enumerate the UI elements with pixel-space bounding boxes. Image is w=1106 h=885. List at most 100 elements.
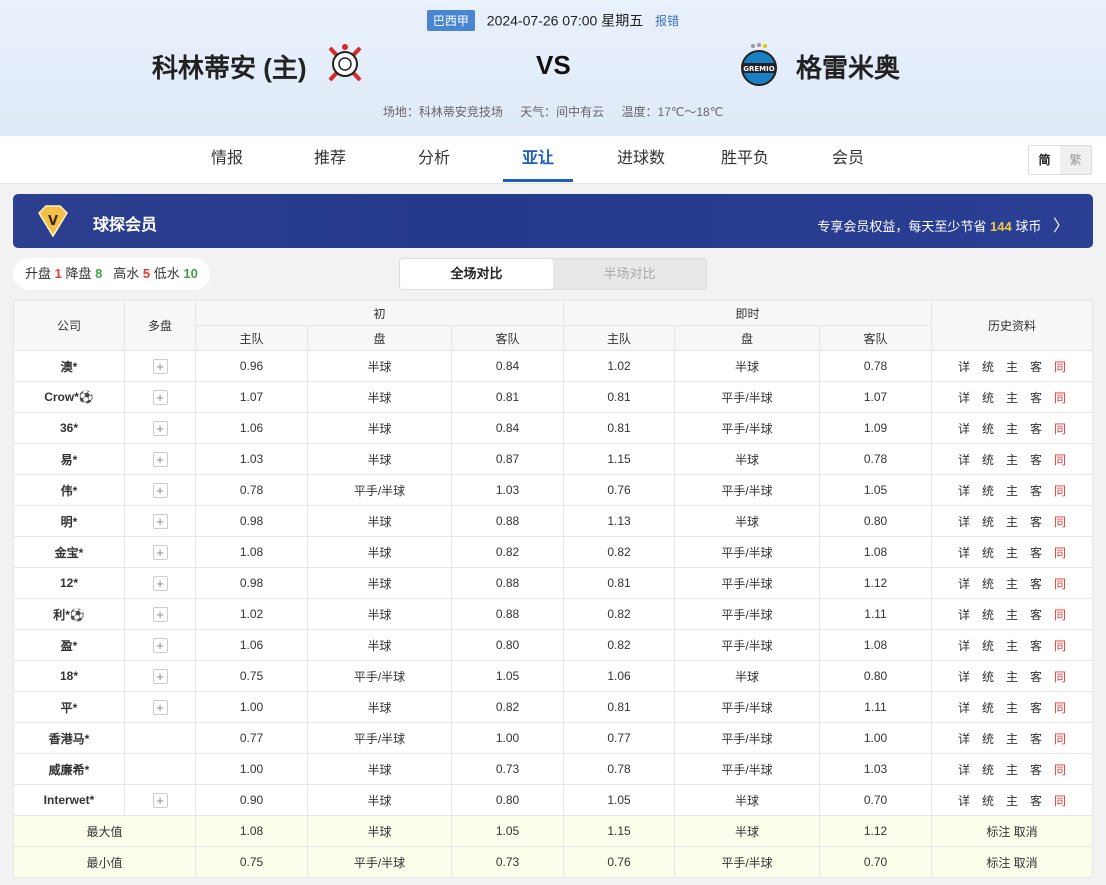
- company-name[interactable]: 18*: [13, 660, 125, 692]
- history-same-link[interactable]: 同: [1054, 731, 1067, 746]
- tab-member[interactable]: 会员: [831, 150, 864, 167]
- history-same-link[interactable]: 同: [1054, 421, 1067, 436]
- tab-asian-handicap[interactable]: 亚让: [503, 136, 573, 182]
- company-name[interactable]: 明*: [13, 505, 125, 537]
- report-error-link[interactable]: 报错: [655, 14, 680, 28]
- history-detail-link[interactable]: 详: [957, 607, 970, 622]
- company-name[interactable]: Crow*⚽: [13, 381, 125, 413]
- full-match-button[interactable]: 全场对比: [400, 259, 553, 289]
- expand-plus-icon[interactable]: +: [152, 451, 168, 467]
- company-name[interactable]: 金宝*: [13, 536, 125, 568]
- history-home-link[interactable]: 主: [1005, 576, 1018, 591]
- history-same-link[interactable]: 同: [1054, 452, 1067, 467]
- history-same-link[interactable]: 同: [1054, 607, 1067, 622]
- expand-plus-icon[interactable]: +: [152, 699, 168, 715]
- expand-plus-icon[interactable]: +: [152, 575, 168, 591]
- simplified-button[interactable]: 简: [1029, 146, 1060, 174]
- history-stats-link[interactable]: 统: [981, 793, 994, 808]
- history-away-link[interactable]: 客: [1030, 607, 1043, 622]
- history-stats-link[interactable]: 统: [981, 700, 994, 715]
- history-detail-link[interactable]: 详: [957, 514, 970, 529]
- history-away-link[interactable]: 客: [1030, 514, 1043, 529]
- company-name[interactable]: 利*⚽: [13, 598, 125, 630]
- history-home-link[interactable]: 主: [1005, 700, 1018, 715]
- expand-plus-icon[interactable]: +: [152, 792, 168, 808]
- history-home-link[interactable]: 主: [1005, 452, 1018, 467]
- history-same-link[interactable]: 同: [1054, 669, 1067, 684]
- history-away-link[interactable]: 客: [1030, 793, 1043, 808]
- cancel-link[interactable]: 取消: [1013, 855, 1038, 870]
- history-detail-link[interactable]: 详: [957, 390, 970, 405]
- tab-goals[interactable]: 进球数: [616, 150, 665, 167]
- home-team-name[interactable]: 科林蒂安 (主): [152, 53, 307, 83]
- history-away-link[interactable]: 客: [1030, 731, 1043, 746]
- history-same-link[interactable]: 同: [1054, 762, 1067, 777]
- history-stats-link[interactable]: 统: [981, 483, 994, 498]
- expand-plus-icon[interactable]: +: [152, 389, 168, 405]
- expand-plus-icon[interactable]: +: [152, 420, 168, 436]
- company-name[interactable]: 盈*: [13, 629, 125, 661]
- history-home-link[interactable]: 主: [1005, 607, 1018, 622]
- expand-plus-icon[interactable]: +: [152, 544, 168, 560]
- history-away-link[interactable]: 客: [1030, 545, 1043, 560]
- expand-plus-icon[interactable]: +: [152, 482, 168, 498]
- history-same-link[interactable]: 同: [1054, 793, 1067, 808]
- mark-link[interactable]: 标注: [986, 855, 1011, 870]
- history-same-link[interactable]: 同: [1054, 483, 1067, 498]
- history-home-link[interactable]: 主: [1005, 638, 1018, 653]
- traditional-button[interactable]: 繁: [1060, 146, 1091, 174]
- history-detail-link[interactable]: 详: [957, 762, 970, 777]
- cancel-link[interactable]: 取消: [1013, 824, 1038, 839]
- history-home-link[interactable]: 主: [1005, 514, 1018, 529]
- tab-recommend[interactable]: 推荐: [313, 150, 346, 167]
- company-name[interactable]: 伟*: [13, 474, 125, 506]
- history-away-link[interactable]: 客: [1030, 700, 1043, 715]
- history-stats-link[interactable]: 统: [981, 421, 994, 436]
- history-home-link[interactable]: 主: [1005, 762, 1018, 777]
- history-stats-link[interactable]: 统: [981, 762, 994, 777]
- history-home-link[interactable]: 主: [1005, 359, 1018, 374]
- history-away-link[interactable]: 客: [1030, 421, 1043, 436]
- league-badge[interactable]: 巴西甲: [426, 10, 475, 31]
- tab-intel[interactable]: 情报: [210, 150, 243, 167]
- vip-banner[interactable]: V 球探会员 专享会员权益，每天至少节省 144 球币 〉: [13, 194, 1093, 248]
- history-same-link[interactable]: 同: [1054, 576, 1067, 591]
- history-same-link[interactable]: 同: [1054, 638, 1067, 653]
- history-detail-link[interactable]: 详: [957, 421, 970, 436]
- history-home-link[interactable]: 主: [1005, 793, 1018, 808]
- history-same-link[interactable]: 同: [1054, 700, 1067, 715]
- history-stats-link[interactable]: 统: [981, 545, 994, 560]
- history-detail-link[interactable]: 详: [957, 359, 970, 374]
- history-detail-link[interactable]: 详: [957, 700, 970, 715]
- history-stats-link[interactable]: 统: [981, 576, 994, 591]
- company-name[interactable]: 36*: [13, 412, 125, 444]
- company-name[interactable]: 平*: [13, 691, 125, 723]
- expand-plus-icon[interactable]: +: [152, 513, 168, 529]
- expand-plus-icon[interactable]: +: [152, 606, 168, 622]
- history-detail-link[interactable]: 详: [957, 545, 970, 560]
- history-home-link[interactable]: 主: [1005, 545, 1018, 560]
- company-name[interactable]: Interwet*: [13, 784, 125, 816]
- history-detail-link[interactable]: 详: [957, 669, 970, 684]
- history-detail-link[interactable]: 详: [957, 731, 970, 746]
- expand-plus-icon[interactable]: +: [152, 637, 168, 653]
- half-match-button[interactable]: 半场对比: [603, 266, 656, 281]
- history-away-link[interactable]: 客: [1030, 762, 1043, 777]
- history-away-link[interactable]: 客: [1030, 576, 1043, 591]
- history-detail-link[interactable]: 详: [957, 638, 970, 653]
- history-stats-link[interactable]: 统: [981, 731, 994, 746]
- history-home-link[interactable]: 主: [1005, 421, 1018, 436]
- history-same-link[interactable]: 同: [1054, 545, 1067, 560]
- history-same-link[interactable]: 同: [1054, 514, 1067, 529]
- company-name[interactable]: 澳*: [13, 350, 125, 382]
- expand-plus-icon[interactable]: +: [152, 358, 168, 374]
- history-home-link[interactable]: 主: [1005, 731, 1018, 746]
- history-stats-link[interactable]: 统: [981, 607, 994, 622]
- history-away-link[interactable]: 客: [1030, 452, 1043, 467]
- tab-1x2[interactable]: 胜平负: [720, 150, 769, 167]
- company-name[interactable]: 12*: [13, 567, 125, 599]
- history-stats-link[interactable]: 统: [981, 514, 994, 529]
- history-stats-link[interactable]: 统: [981, 452, 994, 467]
- history-away-link[interactable]: 客: [1030, 390, 1043, 405]
- history-detail-link[interactable]: 详: [957, 483, 970, 498]
